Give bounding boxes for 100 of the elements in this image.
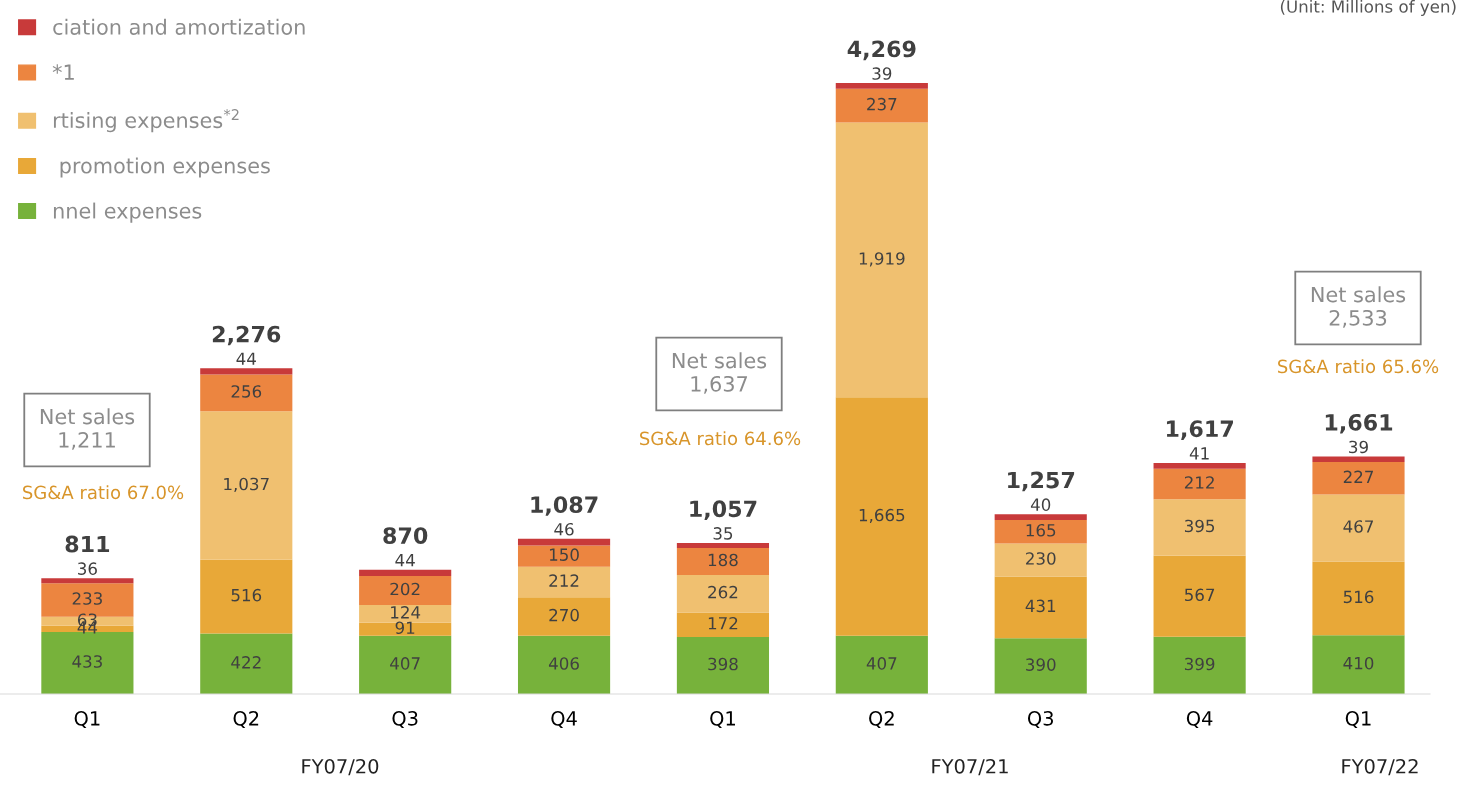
bar — [1312, 635, 1405, 694]
data-label: 256 — [231, 385, 262, 398]
total-label: 4,269 — [847, 40, 916, 61]
data-label: 36 — [78, 562, 97, 575]
bar — [359, 569, 452, 577]
annotation: SG&A ratio 67.0% — [23, 485, 184, 500]
x-tick-label: Q2 — [233, 711, 259, 728]
data-label: 233 — [72, 592, 102, 605]
data-label: 422 — [231, 656, 261, 669]
bar — [994, 543, 1087, 577]
annotation: Net sales 1,211 — [40, 408, 135, 450]
total-label: 2,276 — [212, 325, 281, 346]
text: (Unit: Millions of yen) — [1280, 0, 1456, 17]
data-label: 407 — [390, 657, 420, 670]
total-label: 870 — [383, 527, 428, 544]
data-label: 406 — [548, 657, 579, 670]
bar — [359, 576, 452, 605]
bar — [676, 542, 770, 548]
bar — [676, 637, 770, 694]
bar — [359, 622, 452, 636]
total-label: 1,257 — [1008, 471, 1075, 492]
data-label: 212 — [549, 574, 579, 587]
data-label: 39 — [1349, 440, 1368, 454]
bar — [359, 635, 452, 694]
data-label: 262 — [708, 585, 738, 599]
data-label: 270 — [549, 608, 579, 622]
text: FY07/21 — [932, 758, 1008, 776]
bar — [994, 514, 1087, 520]
data-label: 237 — [867, 97, 897, 111]
text: FY07/22 — [1342, 758, 1418, 776]
data-label: 390 — [1026, 658, 1056, 671]
data-label: 41 — [1189, 447, 1209, 460]
data-label: 516 — [1343, 590, 1374, 604]
bar — [835, 88, 928, 123]
data-label: 212 — [1184, 476, 1214, 489]
bar — [676, 547, 770, 575]
data-label: 1,919 — [859, 252, 905, 267]
bar — [835, 397, 928, 636]
data-label: 398 — [708, 657, 738, 671]
data-label: 467 — [1343, 520, 1373, 533]
data-label: 35 — [713, 527, 733, 540]
total-label: 1,617 — [1166, 420, 1233, 440]
data-label: 188 — [708, 553, 738, 567]
bar — [835, 635, 928, 694]
bar — [517, 635, 611, 694]
bar — [994, 638, 1087, 694]
data-label: 433 — [72, 655, 102, 668]
total-label: 1,661 — [1325, 413, 1393, 434]
legend-label: ciation and amortization — [53, 18, 305, 35]
bar — [994, 519, 1087, 544]
legend-label: nnel expenses — [53, 202, 202, 223]
bar — [517, 538, 611, 546]
bar — [835, 83, 928, 89]
x-tick-label: Q1 — [710, 711, 735, 728]
bar — [1312, 494, 1405, 562]
bar — [1153, 636, 1246, 694]
bar — [200, 559, 293, 634]
data-label: 165 — [1026, 523, 1056, 537]
total-label: 811 — [65, 535, 110, 553]
x-tick-label: Q4 — [551, 711, 577, 728]
data-label: 172 — [708, 616, 738, 630]
bar — [517, 566, 611, 598]
x-tick-label: Q2 — [869, 711, 894, 728]
data-label: 431 — [1025, 599, 1056, 613]
x-tick-label: Q4 — [1186, 711, 1213, 728]
data-label: 39 — [872, 67, 892, 80]
data-label: 91 — [395, 621, 415, 635]
bar — [1153, 499, 1246, 556]
data-label: 124 — [391, 606, 421, 619]
data-label: 1,037 — [224, 477, 269, 493]
data-label: 44 — [236, 352, 256, 365]
bar — [1312, 561, 1405, 636]
x-tick-label: Q3 — [392, 711, 418, 728]
data-label: 150 — [549, 548, 579, 561]
total-label: 1,087 — [531, 496, 598, 516]
data-label: 395 — [1184, 519, 1215, 533]
bar — [200, 411, 293, 560]
bar — [517, 597, 611, 636]
bar — [1153, 462, 1246, 469]
data-label: 44 — [395, 554, 415, 567]
bar — [1153, 555, 1246, 637]
x-tick-label: Q3 — [1027, 711, 1053, 728]
data-label: 40 — [1030, 498, 1051, 511]
data-label: 202 — [390, 582, 420, 596]
bar — [994, 576, 1087, 639]
bar — [200, 374, 293, 412]
annotation: Net sales 2,533 — [1311, 286, 1406, 328]
bar — [676, 612, 770, 638]
data-label: 46 — [554, 522, 574, 536]
legend-label: *1 — [52, 64, 74, 80]
bar — [676, 574, 770, 613]
bar — [835, 122, 928, 398]
total-label: 1,057 — [690, 500, 757, 521]
x-tick-label: Q1 — [1345, 711, 1371, 728]
legend-label: rtising expenses$^{*2}$ — [53, 109, 239, 133]
bar — [41, 632, 134, 694]
data-label: 516 — [231, 588, 262, 602]
bar — [1312, 462, 1405, 495]
bar — [517, 545, 611, 567]
data-label: 399 — [1184, 657, 1215, 671]
